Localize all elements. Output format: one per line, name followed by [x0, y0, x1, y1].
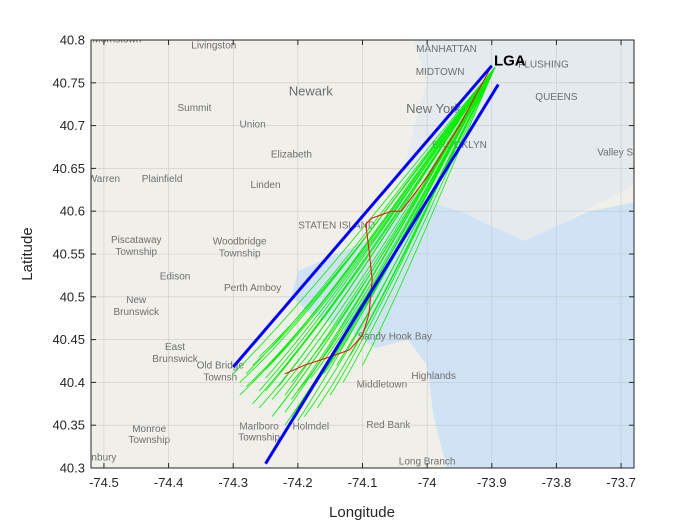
y-tick-label: 40.35 — [52, 418, 85, 433]
map-label: Livingston — [191, 41, 236, 52]
map-label: Township — [115, 247, 157, 258]
x-tick-label: -74.5 — [89, 475, 119, 490]
map-label: Perth Amboy — [224, 283, 281, 294]
y-tick-label: 40.75 — [52, 75, 85, 90]
y-axis-label: Latitude — [19, 227, 36, 280]
map-label: Brunswick — [152, 354, 199, 365]
x-tick-label: -74.2 — [283, 475, 313, 490]
map-label: MIDTOWN — [416, 67, 465, 78]
y-tick-label: 40.65 — [52, 161, 85, 176]
annotation-lga: LGA — [494, 53, 526, 70]
map-label: New — [126, 295, 147, 306]
map-label: Brunswick — [113, 307, 160, 318]
y-tick-label: 40.55 — [52, 247, 85, 262]
map-label: Township — [128, 435, 170, 446]
y-tick-label: 40.3 — [60, 461, 85, 476]
map-label: Summit — [177, 103, 211, 114]
x-tick-label: -74.1 — [348, 475, 378, 490]
map-label: Marlboro — [239, 421, 279, 432]
map-label: Township — [238, 433, 280, 444]
map-label: FLUSHING — [518, 59, 569, 70]
map-label: Highlands — [411, 371, 455, 382]
map-label: Piscataway — [111, 235, 162, 246]
y-tick-label: 40.45 — [52, 332, 85, 347]
x-tick-label: -73.7 — [606, 475, 636, 490]
map-label: Elizabeth — [271, 149, 312, 160]
map-label: MANHATTAN — [416, 44, 477, 55]
basemap: Livingston Newark New York MANHATTAN MIDTOWN… — [88, 35, 646, 468]
map-label: Monroe — [132, 424, 166, 435]
map-label: Middletown — [357, 380, 408, 391]
x-tick-label: -74.3 — [218, 475, 248, 490]
y-tick-label: 40.7 — [60, 118, 85, 133]
map-label: New York — [406, 101, 461, 116]
y-tick-label: 40.8 — [60, 33, 85, 48]
map-label: Linden — [251, 180, 281, 191]
y-tick-label: 40.4 — [60, 375, 85, 390]
map-label: Newark — [289, 84, 334, 99]
map-label: Edison — [160, 272, 191, 283]
y-tick-label: 40.5 — [60, 289, 85, 304]
x-tick-label: -74.4 — [154, 475, 184, 490]
map-label: Woodbridge — [213, 237, 267, 248]
map-label: Union — [240, 119, 266, 130]
map-label: Townsh — [203, 373, 237, 384]
map-label: East — [165, 342, 185, 353]
x-tick-label: -74 — [418, 475, 437, 490]
map-label: Sandy Hook Bay — [358, 332, 433, 343]
x-axis-label: Longitude — [329, 504, 395, 521]
x-tick-label: -73.8 — [542, 475, 572, 490]
x-tick-label: -73.9 — [477, 475, 507, 490]
map-label: Plainfield — [142, 174, 183, 185]
map-label: STATEN ISLAND — [298, 220, 375, 231]
y-tick-label: 40.6 — [60, 204, 85, 219]
